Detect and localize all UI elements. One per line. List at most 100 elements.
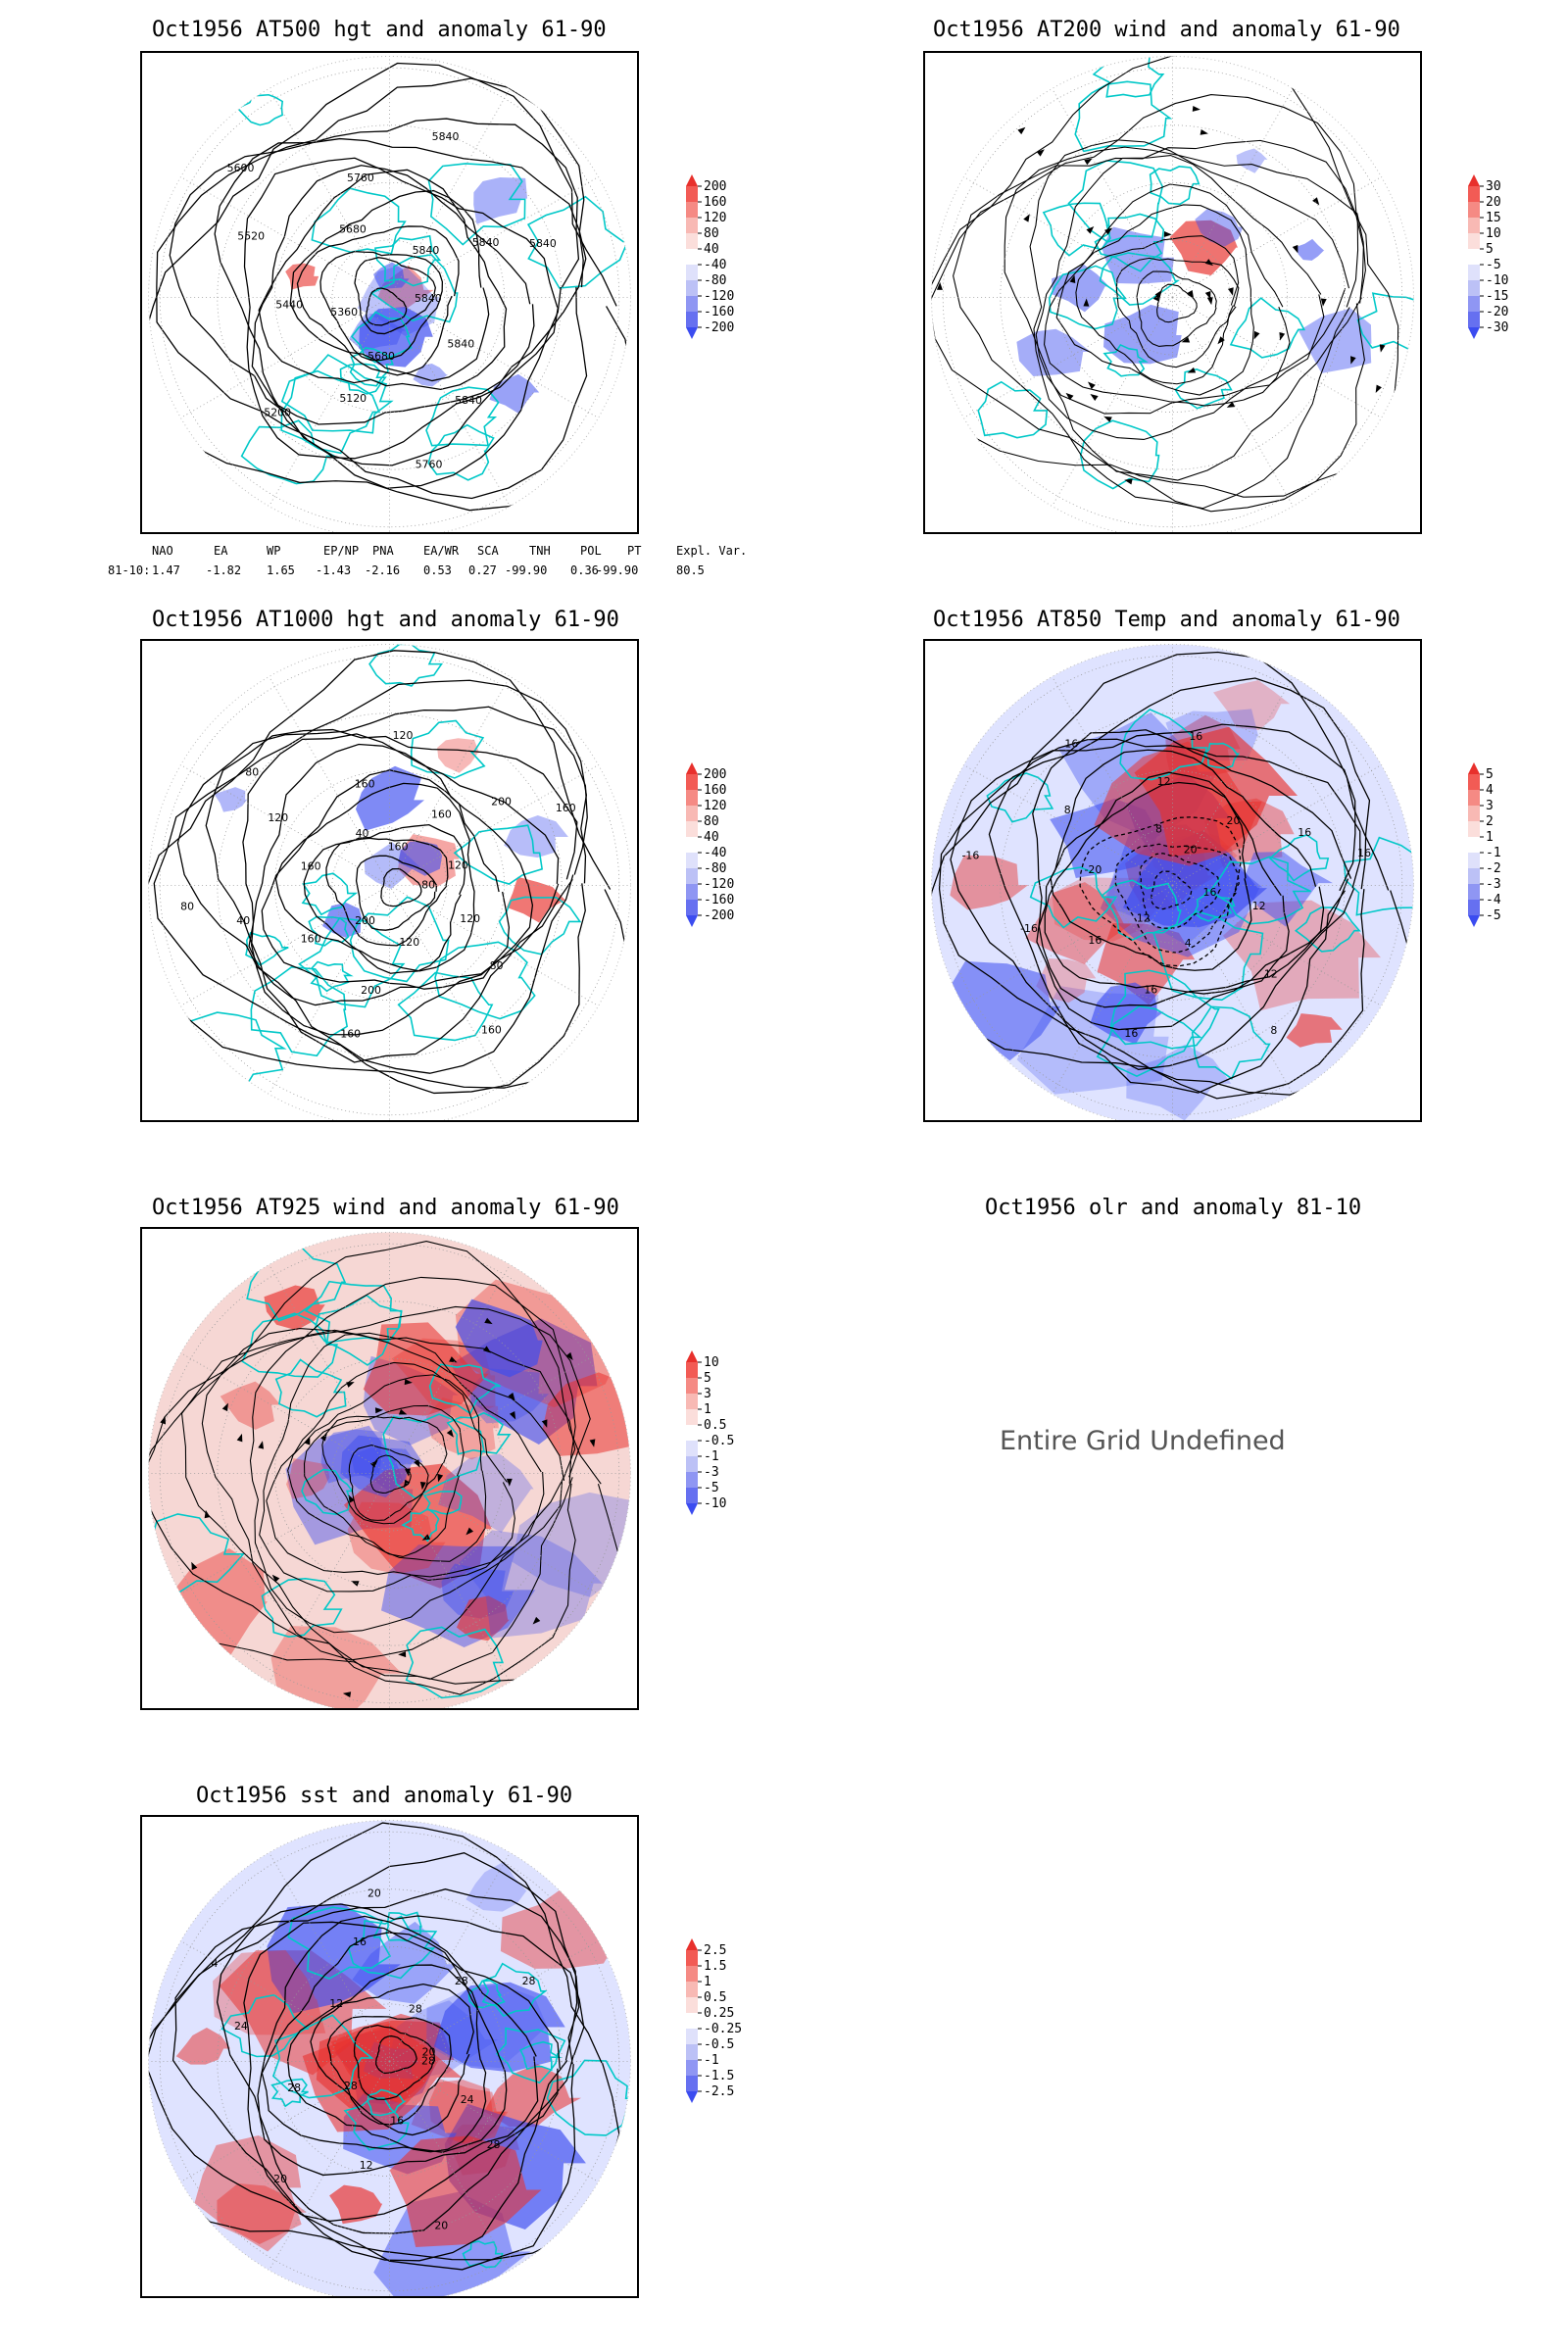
- positive-anomaly-area: [175, 2028, 231, 2065]
- contour-line: [148, 1822, 620, 2261]
- contour-line: [354, 257, 436, 335]
- map-boundary: [148, 56, 631, 532]
- colorbar-arrow-top: [686, 1938, 698, 1950]
- contour-label: 40: [356, 827, 369, 840]
- coastline: [401, 1507, 440, 1543]
- streamline: [303, 1404, 465, 1558]
- coastline: [1203, 742, 1241, 769]
- map-boundary: [148, 1232, 631, 1708]
- colorbar-label: -1: [704, 2053, 719, 2068]
- contour-label: 16: [1144, 983, 1157, 996]
- negative-anomaly-area: [340, 1435, 423, 1498]
- coastline: [481, 1962, 548, 2017]
- flow-arrow: [160, 1415, 166, 1425]
- streamline: [1055, 204, 1254, 396]
- coastline: [374, 234, 442, 287]
- contour-line: [216, 1903, 585, 2234]
- positive-anomaly-area: [542, 1372, 631, 1456]
- colorbar-bin: [686, 2044, 698, 2060]
- meridian-line: [1172, 297, 1382, 418]
- colorbar-bin: [686, 1950, 698, 1966]
- negative-anomaly-area: [1245, 852, 1333, 927]
- contour-label: 16: [1203, 886, 1217, 899]
- contour-label: 120: [268, 811, 288, 824]
- coastline: [498, 896, 582, 956]
- coastline: [405, 1626, 505, 1699]
- streamline: [1075, 235, 1240, 385]
- positive-anomaly-area: [506, 876, 567, 923]
- contour-label: 120: [448, 858, 468, 871]
- colorbar-label: -120: [704, 289, 734, 304]
- index-header: EA/WR: [423, 544, 460, 558]
- flow-arrow: [1017, 126, 1026, 135]
- coastline: [1191, 1005, 1271, 1080]
- streamline: [369, 1454, 412, 1494]
- colorbar-sst: 2.5 1.5 1 0.5 0.25 -0.25 -0.5 -1 -1.5 -2.5: [686, 1938, 764, 2138]
- colorbar-label: 30: [1486, 179, 1501, 194]
- contour-label: 12: [1264, 967, 1278, 980]
- coastline: [236, 93, 284, 126]
- index-row-label: 81-10:: [108, 564, 151, 577]
- colorbar-bin: [686, 249, 698, 265]
- positive-anomaly-area: [1094, 741, 1262, 866]
- colorbar-bin: [686, 1456, 698, 1472]
- contour-label: 12: [1157, 775, 1171, 788]
- coastline: [1268, 834, 1330, 882]
- coastline: [301, 872, 359, 916]
- polar-map: [931, 56, 1414, 532]
- flow-arrow: [1103, 416, 1112, 422]
- colorbar-arrow-bottom: [686, 327, 698, 339]
- contour-label: 16: [1357, 847, 1371, 859]
- coastline: [148, 1513, 246, 1594]
- contour-label: 160: [388, 841, 409, 854]
- contour-label: 24: [461, 2093, 474, 2106]
- coastline: [298, 916, 406, 1008]
- streamline: [1115, 257, 1240, 368]
- coastline: [1174, 368, 1233, 410]
- positive-anomaly-area: [285, 1457, 330, 1499]
- contour-label: 5840: [447, 337, 474, 350]
- colorbar-bin: [1468, 280, 1480, 296]
- colorbar-bin: [686, 2013, 698, 2029]
- contour-label: 16: [1124, 1027, 1138, 1040]
- colorbar-bin: [1468, 806, 1480, 821]
- map-panel-at200: [923, 51, 1422, 534]
- flow-arrow: [1192, 105, 1200, 112]
- contour-label: 160: [355, 777, 375, 790]
- colorbar-bin: [1468, 202, 1480, 218]
- colorbar-label: 4: [1486, 783, 1494, 798]
- panel-title-sst: Oct1956 sst and anomaly 61-90: [196, 1784, 573, 1808]
- flow-arrow: [484, 1317, 493, 1325]
- contour-label: 20: [368, 1886, 381, 1899]
- latitude-circle: [273, 1357, 506, 1589]
- colorbar-label: -3: [1486, 877, 1501, 892]
- flow-arrow: [1086, 226, 1095, 234]
- contour-line: [148, 650, 629, 1089]
- colorbar-bin: [686, 218, 698, 233]
- contour-label: 5840: [472, 236, 500, 249]
- colorbar: 2.51.510.50.25-0.25-0.5-1-1.5-2.5: [686, 1938, 742, 2103]
- meridian-line: [180, 297, 390, 418]
- colorbar-bin: [1468, 837, 1480, 853]
- colorbar-label: -1: [704, 1449, 719, 1464]
- contour-line: [380, 867, 422, 907]
- colorbar-bin: [686, 900, 698, 915]
- coastline: [250, 966, 349, 1057]
- contour-line: [148, 1852, 580, 2271]
- meridian-line: [1172, 885, 1382, 1006]
- flow-arrow: [1292, 244, 1298, 254]
- index-value: 0.36: [570, 564, 599, 577]
- meridian-line: [1172, 88, 1294, 298]
- colorbar-label: -40: [704, 846, 726, 860]
- colorbar-arrow-top: [1468, 174, 1480, 186]
- streamline: [287, 1374, 487, 1562]
- negative-anomaly-area: [352, 1921, 458, 2004]
- contour-label: 28: [455, 1975, 468, 1987]
- meridian-line: [269, 1473, 390, 1683]
- negative-anomaly-area: [267, 1903, 401, 2014]
- negative-anomaly-area: [1126, 1044, 1232, 1120]
- coastline: [1356, 292, 1414, 350]
- flow-arrow: [1083, 298, 1090, 307]
- contour-label: 5840: [529, 237, 557, 250]
- coastline: [301, 1468, 355, 1516]
